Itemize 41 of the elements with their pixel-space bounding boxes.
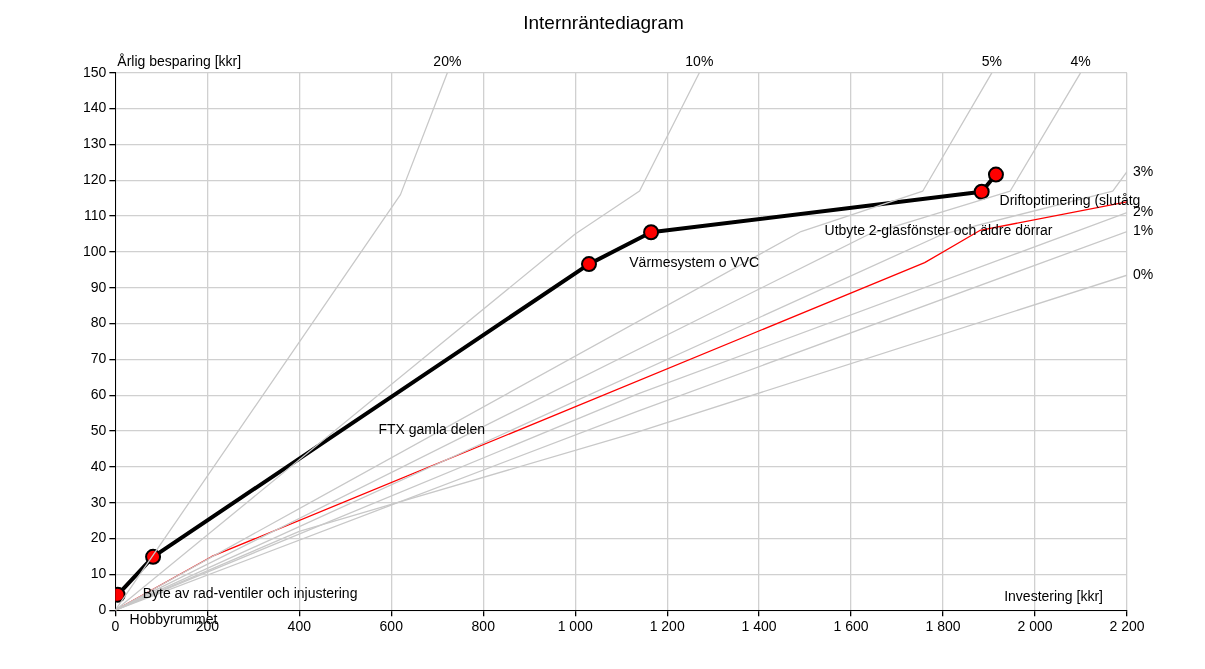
series-label: 4%: [1070, 52, 1091, 69]
series-label: 0%: [1133, 266, 1154, 283]
y-tick-label: 70: [90, 350, 107, 367]
x-tick-label: 2 000: [1017, 618, 1053, 635]
y-tick-label: 120: [83, 171, 107, 188]
series-label: 5%: [981, 52, 1002, 69]
y-tick-label: 80: [90, 314, 107, 331]
chart-title: Internräntediagram: [523, 11, 684, 33]
annotation: Värmesystem o VVC: [629, 254, 760, 271]
y-tick-label: 50: [90, 421, 107, 438]
x-tick-label: 1 200: [649, 618, 685, 635]
x-tick-label: 2 200: [1109, 618, 1145, 635]
x-tick-label: 400: [287, 618, 312, 635]
x-tick-label: 1 000: [557, 618, 593, 635]
series-label: 1%: [1133, 222, 1154, 239]
annotation: FTX gamla delen: [378, 420, 485, 437]
annotation: Utbyte 2-glasfönster och äldre dörrar: [824, 222, 1053, 239]
y-tick-label: 110: [84, 206, 107, 223]
y-tick-label: 40: [90, 457, 107, 474]
x-tick-label: 1 400: [741, 618, 777, 635]
x-axis-title: Investering [kkr]: [1004, 588, 1103, 605]
x-tick-label: 800: [471, 618, 496, 635]
y-tick-label: 140: [83, 99, 107, 116]
y-tick-label: 0: [98, 601, 107, 618]
series-label: 20%: [433, 52, 462, 69]
y-tick-label: 20: [90, 529, 107, 546]
y-tick-label: 10: [90, 565, 107, 582]
y-tick-label: 60: [90, 386, 107, 403]
y-tick-label: 100: [83, 242, 107, 259]
x-tick-label: 0: [111, 618, 120, 635]
y-tick-label: 150: [83, 63, 107, 80]
x-tick-label: 1 600: [833, 618, 869, 635]
annotation: Byte av rad-ventiler och injustering: [142, 585, 358, 602]
y-axis-title: Årlig besparing [kkr]: [117, 52, 242, 69]
y-tick-label: 90: [90, 278, 107, 295]
series-label: 3%: [1133, 162, 1154, 179]
y-tick-label: 130: [83, 135, 107, 152]
series-label: 10%: [685, 52, 714, 69]
x-tick-label: 1 800: [925, 618, 961, 635]
y-tick-label: 30: [90, 493, 107, 510]
x-tick-label: 600: [379, 618, 404, 635]
